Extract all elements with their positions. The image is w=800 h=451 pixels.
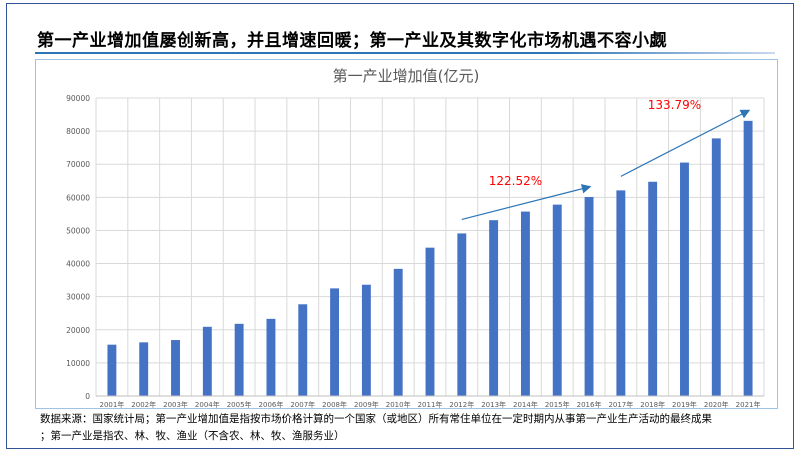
bar <box>393 268 403 396</box>
bar <box>552 204 562 396</box>
y-tick-label: 20000 <box>66 326 90 335</box>
bar <box>139 342 149 396</box>
x-tick-label: 2008年 <box>322 400 347 408</box>
bar <box>520 211 530 396</box>
y-tick-label: 10000 <box>66 359 90 368</box>
bar <box>425 247 435 396</box>
bar <box>743 120 753 396</box>
trend-arrow <box>620 109 751 177</box>
page-title: 第一产业增加值屡创新高，并且增速回暖；第一产业及其数字化市场机遇不容小觑 <box>37 31 667 51</box>
bar <box>616 190 626 396</box>
x-tick-label: 2018年 <box>640 400 665 408</box>
x-tick-label: 2012年 <box>449 400 474 408</box>
bar-chart: 0 10000 20000 30000 40000 50000 60000 70000 8000… <box>66 67 765 408</box>
bar <box>298 304 308 396</box>
y-tick-label: 50000 <box>66 226 90 235</box>
x-tick-label: 2009年 <box>354 400 379 408</box>
source-note: 数据来源：国家统计局；第一产业增加值是指按市场价格计算的一个国家（或地区）所有常… <box>40 411 780 445</box>
bar <box>361 284 371 396</box>
chart-frame: 0 10000 20000 30000 40000 50000 60000 70000 8000… <box>35 59 778 409</box>
x-tick-label: 2017年 <box>608 400 633 408</box>
bar <box>648 181 658 396</box>
x-tick-label: 2003年 <box>163 400 188 408</box>
chart-title: 第一产业增加值(亿元) <box>333 67 480 85</box>
x-tick-label: 2014年 <box>513 400 538 408</box>
y-tick-label: 0 <box>85 392 90 401</box>
bar <box>489 220 499 396</box>
bar <box>680 162 689 396</box>
y-tick-label: 40000 <box>66 260 90 269</box>
bar <box>266 318 276 396</box>
slide: 第一产业增加值屡创新高，并且增速回暖；第一产业及其数字化市场机遇不容小觑 0 10… <box>6 3 794 449</box>
bar <box>171 340 180 396</box>
y-tick-label: 70000 <box>66 160 90 169</box>
y-tick-label: 80000 <box>66 127 90 136</box>
x-tick-label: 2015年 <box>545 400 570 408</box>
y-tick-label: 30000 <box>66 293 90 302</box>
y-tick-label: 60000 <box>66 193 90 202</box>
bar <box>457 233 467 396</box>
bar <box>711 138 721 396</box>
x-tick-label: 2019年 <box>672 400 697 408</box>
source-note-line-1: 数据来源：国家统计局；第一产业增加值是指按市场价格计算的一个国家（或地区）所有常… <box>40 413 712 425</box>
x-tick-label: 2001年 <box>99 400 124 408</box>
x-tick-label: 2013年 <box>481 400 506 408</box>
y-tick-label: 90000 <box>66 94 90 103</box>
x-tick-label: 2016年 <box>577 400 602 408</box>
x-tick-label: 2010年 <box>386 400 411 408</box>
x-tick-label: 2021年 <box>736 400 761 408</box>
x-tick-label: 2005年 <box>227 400 252 408</box>
source-note-line-2: ；第一产业是指农、林、牧、渔业（不含农、林、牧、渔服务业） <box>40 430 345 442</box>
title-underline <box>35 52 775 54</box>
bar <box>234 323 244 396</box>
bar <box>202 326 212 396</box>
bar <box>107 344 117 396</box>
growth-annotation: 133.79% <box>648 98 701 112</box>
x-tick-label: 2007年 <box>290 400 315 408</box>
x-tick-label: 2020年 <box>704 400 729 408</box>
x-tick-label: 2002年 <box>131 400 156 408</box>
trend-arrow <box>461 184 592 221</box>
x-tick-label: 2011年 <box>418 400 443 408</box>
bar <box>330 288 340 396</box>
x-tick-label: 2004年 <box>195 400 220 408</box>
x-tick-label: 2006年 <box>259 400 284 408</box>
growth-annotation: 122.52% <box>489 174 542 188</box>
bar <box>584 197 594 396</box>
